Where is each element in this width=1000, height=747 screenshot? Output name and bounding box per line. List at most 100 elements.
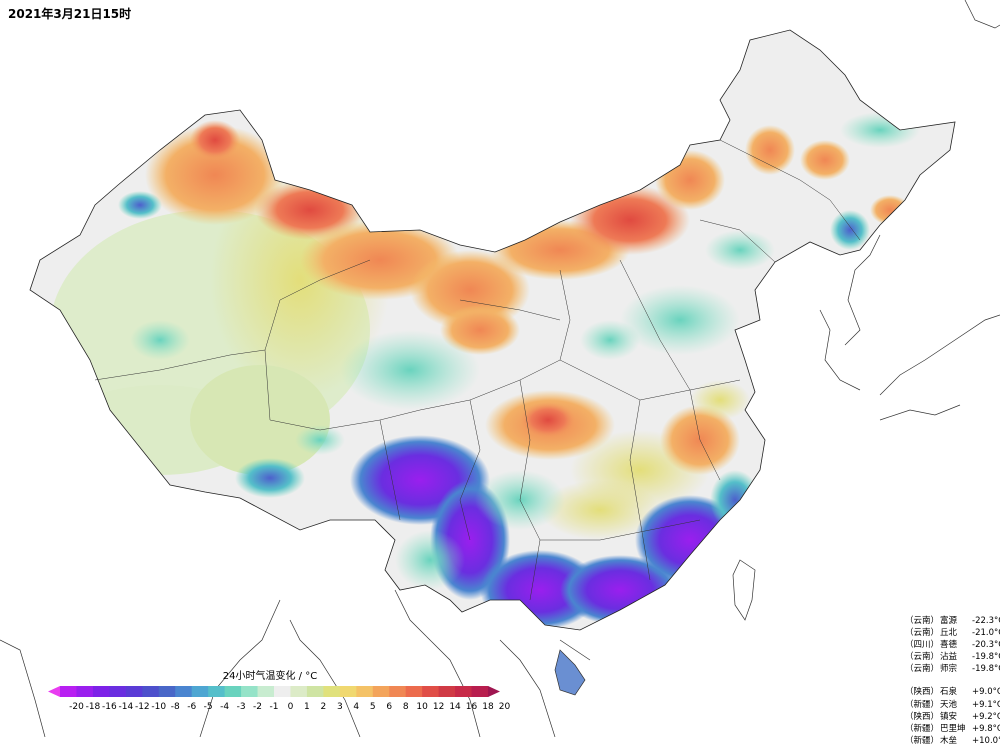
station-value: -20.3°C <box>972 640 1000 651</box>
station-name: 天池 <box>940 699 958 710</box>
station-name: 沾益 <box>940 652 958 663</box>
station-row: （云南）丘北 -21.0°C <box>905 627 1000 639</box>
colorbar-segment <box>92 686 110 697</box>
colorbar-tick-label: 5 <box>369 702 376 712</box>
colorbar-tick-label: 1 <box>304 702 310 712</box>
colorbar-tick-label: 3 <box>336 702 343 712</box>
colorbar-tick-label: 0 <box>287 702 294 712</box>
colorbar-segment <box>142 686 160 697</box>
station-name: 丘北 <box>940 628 958 639</box>
station-row: （云南）沾益 -19.8°C <box>905 651 1000 663</box>
colorbar-tick-label: -20 <box>69 702 84 712</box>
colorbar-segment <box>372 686 390 697</box>
station-name: 富源 <box>940 616 958 626</box>
station-row: （新疆） 巴里坤 +9.8°C <box>905 723 1000 735</box>
station-row: （新疆） 天池 +9.1°C <box>905 699 1000 711</box>
warm-station-list: （陕西） 石泉 +9.0°C （新疆） 天池 +9.1°C （陕西） 镇安 +9.2°C （新疆）… <box>905 686 1000 746</box>
colorbar-segment <box>274 686 291 697</box>
colorbar-segment <box>76 686 94 697</box>
colorbar-segment <box>158 686 176 697</box>
colorbar-tick-label: 6 <box>386 702 393 712</box>
station-name: 喜德 <box>940 640 958 651</box>
colorbar-segment <box>290 686 308 697</box>
station-row: （云南）师宗 -19.8°C <box>905 663 1000 675</box>
colorbar-tick-label: -12 <box>134 702 150 712</box>
colorbar-tick-label: -10 <box>151 702 167 712</box>
station-province: （云南） <box>905 628 940 639</box>
colorbar-tick-label: 18 <box>482 702 494 712</box>
colorbar-tick-label: 14 <box>449 702 461 712</box>
colorbar-tick-label: 4 <box>353 702 360 712</box>
station-name: 巴里坤 <box>940 723 966 734</box>
station-value: +9.1°C <box>972 699 1000 710</box>
colorbar-tick-label: 10 <box>416 702 428 712</box>
colorbar-segment <box>257 686 275 697</box>
station-row: （陕西） 镇安 +9.2°C <box>905 711 1000 723</box>
station-province: （陕西） <box>905 711 940 722</box>
colorbar-tick-label: 16 <box>465 702 478 712</box>
station-province: （云南） <box>905 616 940 626</box>
colorbar-tick-label: -6 <box>187 702 197 712</box>
station-value: -21.0°C <box>972 628 1000 639</box>
station-name: 镇安 <box>940 711 958 722</box>
colorbar-segment <box>455 686 473 697</box>
colorbar-segment <box>60 686 77 697</box>
station-province: （云南） <box>905 652 940 663</box>
colorbar-tick-label: -2 <box>253 702 263 712</box>
colorbar-tick-label: -8 <box>170 702 180 712</box>
colorbar-segment <box>191 686 209 697</box>
colorbar-segment <box>339 686 357 697</box>
colorbar-tick-label: -3 <box>236 702 246 712</box>
colorbar-max-arrow <box>488 686 500 697</box>
colorbar-segment <box>208 686 226 697</box>
station-stats: （云南）富源-22.3°C（云南）丘北-21.0°C（四川）喜德-20.3°C（… <box>905 615 1000 747</box>
colorbar-tick-label: 2 <box>320 702 327 712</box>
station-province: （陕西） <box>905 687 940 698</box>
station-value: -22.3°C <box>972 616 1000 626</box>
station-name: 师宗 <box>940 664 958 675</box>
station-row: （云南）富源 -22.3°C <box>905 615 1000 627</box>
station-value: -19.8°C <box>972 652 1000 663</box>
colorbar <box>48 686 500 697</box>
station-province: （新疆） <box>905 723 940 734</box>
legend-title: 24小时气温变化 / °C <box>222 671 318 682</box>
colorbar-tick-label: 8 <box>402 702 409 712</box>
cold-station-list: （云南）富源-22.3°C（云南）丘北-21.0°C（四川）喜德-20.3°C（… <box>905 615 1000 675</box>
colorbar-segment <box>306 686 324 697</box>
map-timestamp: 2021年3月21日15时 <box>8 7 132 21</box>
colorbar-segment <box>224 686 242 697</box>
station-province: （云南） <box>905 664 940 675</box>
colorbar-tick-labels: -20 -18 -16 -14 -12 -10 -8 -6 -5 -4 -3 -2 -1 0 1 2 3 4 5 6 8… <box>48 702 510 716</box>
station-value: -19.8°C <box>972 664 1000 675</box>
colorbar-segment <box>438 686 456 697</box>
colorbar-segment <box>323 686 341 697</box>
colorbar-tick-label: -18 <box>85 702 101 712</box>
colorbar-segment <box>175 686 193 697</box>
station-province: （新疆） <box>905 699 940 710</box>
station-name: 石泉 <box>940 687 958 698</box>
station-row: （陕西） 石泉 +9.0°C <box>905 686 1000 698</box>
colorbar-segment <box>422 686 440 697</box>
station-province: （四川） <box>905 640 940 651</box>
station-row: （四川）喜德 -20.3°C <box>905 639 1000 651</box>
colorbar-min-arrow <box>48 686 60 697</box>
colorbar-tick-label: 12 <box>432 702 445 712</box>
colorbar-segment <box>241 686 259 697</box>
station-value: +9.8°C <box>972 723 1000 734</box>
colorbar-segment <box>389 686 407 697</box>
colorbar-tick-label: -14 <box>118 702 134 712</box>
colorbar-tick-label: -4 <box>220 702 230 712</box>
colorbar-segment <box>356 686 374 697</box>
station-value: +9.0°C <box>972 687 1000 698</box>
colorbar-tick-label: -16 <box>102 702 117 712</box>
colorbar-tick-label: -1 <box>269 702 279 712</box>
colorbar-segment <box>405 686 423 697</box>
colorbar-tick-label: -5 <box>203 702 213 712</box>
station-value: +9.2°C <box>972 711 1000 722</box>
colorbar-segment <box>471 686 489 697</box>
borders <box>29 29 956 631</box>
colorbar-segment <box>109 686 127 697</box>
